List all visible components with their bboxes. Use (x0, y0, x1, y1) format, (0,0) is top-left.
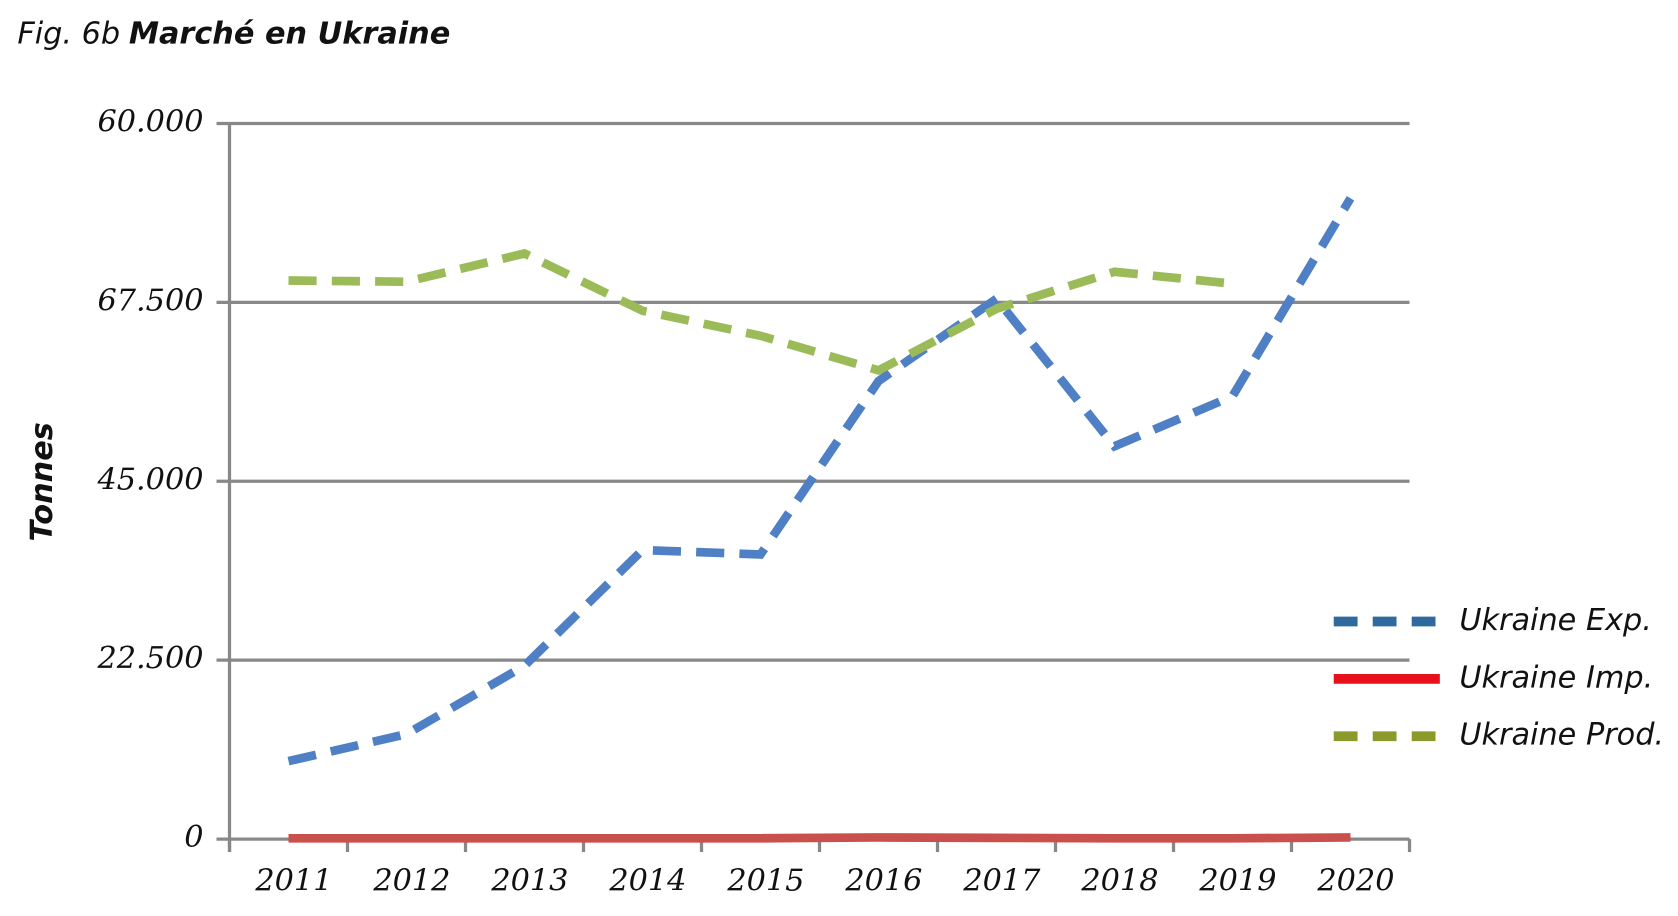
x-tick-label: 2016 (844, 863, 922, 898)
figure-label: Fig. 6b (17, 16, 120, 51)
legend-label: Ukraine Exp. (1459, 603, 1652, 638)
x-tick-label: 2013 (490, 863, 568, 898)
x-tick-label: 2015 (726, 863, 804, 898)
legend-label: Ukraine Prod. (1459, 718, 1664, 753)
x-tick-label: 2020 (1316, 863, 1394, 898)
x-tick-label: 2017 (962, 863, 1041, 898)
chart-title: Marché en Ukraine (129, 16, 450, 51)
x-tick-label: 2011 (254, 863, 332, 898)
y-tick-label: 22.500 (97, 641, 204, 676)
x-tick-label: 2012 (372, 863, 450, 898)
y-tick-label: 60.000 (98, 104, 204, 139)
legend-label: Ukraine Imp. (1459, 660, 1653, 695)
line-series (288, 833, 1351, 843)
line-series (288, 248, 1233, 376)
x-tick-label: 2014 (608, 863, 686, 898)
chart-title-group: Fig. 6b Marché en Ukraine (17, 16, 450, 51)
line-series (287, 196, 1355, 766)
y-tick-label: 45.000 (97, 462, 204, 497)
x-tick-label: 2018 (1080, 863, 1158, 898)
x-tick-label: 2019 (1198, 863, 1276, 898)
y-tick-label: 0 (184, 820, 203, 855)
y-axis-label: Tonnes (25, 422, 60, 541)
y-tick-label: 67.500 (98, 283, 204, 318)
